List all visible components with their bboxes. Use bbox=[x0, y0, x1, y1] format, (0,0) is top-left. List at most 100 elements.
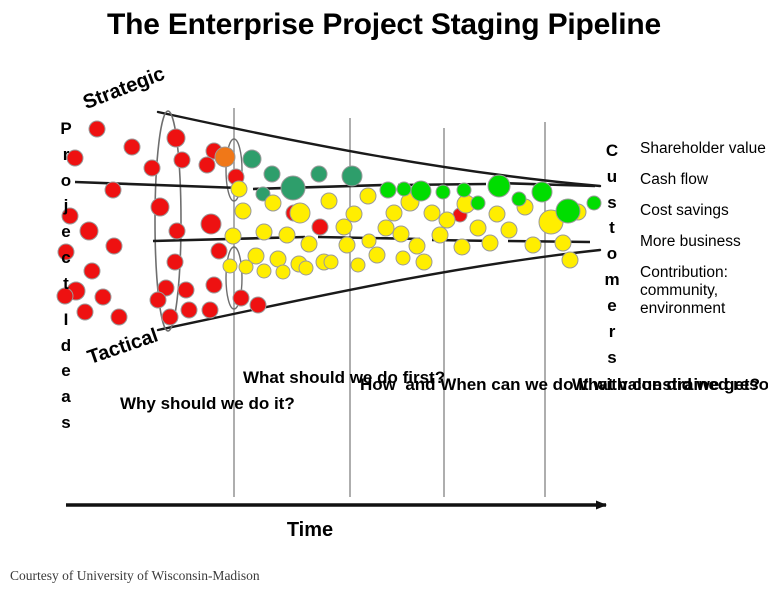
axis-label-time: Time bbox=[286, 519, 334, 541]
project-dot bbox=[56, 287, 74, 305]
dot-series-3 bbox=[222, 180, 587, 280]
stage-question-4: What value did we get? bbox=[572, 375, 760, 394]
project-dot bbox=[83, 262, 101, 280]
vertical-letter: s bbox=[61, 413, 71, 433]
project-dot bbox=[166, 128, 186, 148]
project-dot bbox=[379, 181, 397, 199]
project-dot bbox=[166, 253, 184, 271]
project-dot bbox=[289, 202, 311, 224]
project-dot bbox=[469, 219, 487, 237]
project-dot bbox=[470, 195, 486, 211]
project-dot bbox=[177, 281, 195, 299]
project-dot bbox=[345, 205, 363, 223]
project-dot bbox=[438, 211, 456, 229]
funnel-top-edge bbox=[156, 110, 602, 188]
project-dot bbox=[396, 181, 412, 197]
project-dot bbox=[232, 289, 250, 307]
gate-ellipse-lower bbox=[225, 246, 243, 310]
project-dot bbox=[230, 180, 248, 198]
project-dot bbox=[350, 257, 366, 273]
project-dot bbox=[524, 236, 542, 254]
project-dot bbox=[423, 204, 441, 222]
project-dot bbox=[149, 291, 167, 309]
project-dot bbox=[79, 221, 99, 241]
project-dot bbox=[531, 181, 553, 203]
project-dot bbox=[161, 308, 179, 326]
project-dot bbox=[110, 308, 128, 326]
vertical-letter: t bbox=[609, 218, 615, 238]
project-dot bbox=[395, 250, 411, 266]
project-dot bbox=[180, 301, 198, 319]
project-dot bbox=[173, 151, 191, 169]
project-dot bbox=[57, 243, 75, 261]
project-dot bbox=[249, 296, 267, 314]
project-dot bbox=[150, 197, 170, 217]
outcome-item-3: More business bbox=[640, 232, 741, 250]
project-dot bbox=[500, 221, 518, 239]
vertical-letter: r bbox=[62, 144, 70, 164]
vertical-letter: e bbox=[607, 295, 617, 315]
project-dot bbox=[205, 276, 223, 294]
project-dot bbox=[88, 120, 106, 138]
project-dot bbox=[377, 219, 395, 237]
project-dot bbox=[487, 174, 511, 198]
project-dot bbox=[214, 146, 236, 168]
funnel-bottom-edge bbox=[156, 248, 602, 332]
project-dot bbox=[222, 258, 238, 274]
project-dot bbox=[234, 202, 252, 220]
vertical-letter: e bbox=[61, 361, 71, 381]
outcome-item-2: Cost savings bbox=[640, 201, 729, 219]
vertical-letter: C bbox=[605, 141, 619, 160]
project-dot bbox=[210, 242, 228, 260]
project-dot bbox=[488, 205, 506, 223]
project-dot bbox=[408, 237, 426, 255]
project-dot bbox=[263, 165, 281, 183]
project-dots-layer bbox=[56, 120, 602, 326]
project-dot bbox=[456, 182, 472, 198]
project-dot bbox=[264, 194, 282, 212]
stage-question-3: How and When can we do it with constrain… bbox=[360, 375, 768, 394]
project-dot bbox=[298, 260, 314, 276]
project-dot bbox=[555, 198, 581, 224]
stage-question-1: Why should we do it? bbox=[120, 394, 295, 413]
project-dot bbox=[338, 236, 356, 254]
project-dot bbox=[123, 138, 141, 156]
project-dot bbox=[275, 264, 291, 280]
vertical-letter: j bbox=[63, 196, 69, 216]
vertical-letter: s bbox=[607, 192, 617, 212]
project-dot bbox=[280, 175, 306, 201]
vertical-letter: m bbox=[604, 270, 620, 290]
project-dot bbox=[392, 225, 410, 243]
project-dot bbox=[431, 226, 449, 244]
project-dot bbox=[201, 301, 219, 319]
vertical-letter: a bbox=[61, 387, 71, 407]
vertical-letter bbox=[56, 297, 76, 307]
project-dot bbox=[242, 149, 262, 169]
project-dot bbox=[76, 303, 94, 321]
project-dot bbox=[238, 259, 254, 275]
project-dot bbox=[157, 279, 175, 297]
dot-series-0 bbox=[56, 120, 468, 326]
vertical-letter: e bbox=[61, 222, 71, 242]
project-dot bbox=[278, 226, 296, 244]
project-dot bbox=[311, 218, 329, 236]
project-dot bbox=[586, 195, 602, 211]
project-dot bbox=[224, 227, 242, 245]
vertical-letter: u bbox=[606, 166, 618, 186]
project-dot bbox=[200, 213, 222, 235]
vertical-letter: d bbox=[60, 335, 72, 355]
funnel-outline bbox=[156, 110, 602, 332]
project-dot bbox=[341, 165, 363, 187]
project-dot bbox=[247, 247, 265, 265]
project-dot bbox=[410, 180, 432, 202]
project-dot bbox=[323, 254, 339, 270]
project-dot bbox=[255, 223, 273, 241]
project-dot bbox=[435, 184, 451, 200]
vertical-letter: c bbox=[61, 248, 71, 268]
outcome-item-1: Cash flow bbox=[640, 170, 709, 188]
outcomes-list: Shareholder value Cash flow Cost savings… bbox=[640, 140, 768, 331]
